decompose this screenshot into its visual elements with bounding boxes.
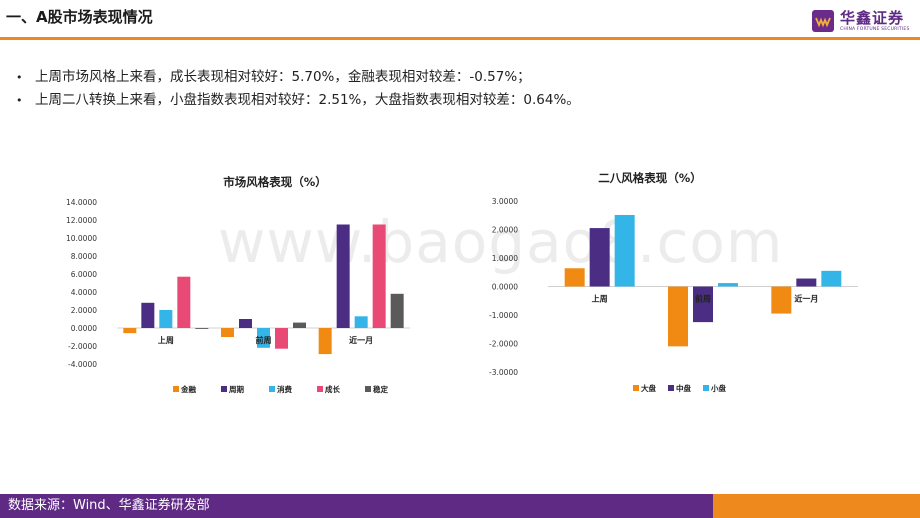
- bar-稳定: [293, 322, 306, 328]
- y-tick-label: -1.0000: [489, 311, 518, 320]
- legend-swatch: [173, 386, 179, 392]
- y-tick-label: -4.0000: [68, 360, 97, 369]
- summary-bullets: • 上周市场风格上来看，成长表现相对较好：5.70%，金融表现相对较差：-0.57…: [16, 66, 580, 112]
- bar-消费: [354, 316, 368, 328]
- legend-label: 大盘: [641, 383, 656, 393]
- bar-中盘: [589, 228, 610, 287]
- legend-label: 小盘: [711, 383, 726, 393]
- bar-成长: [372, 224, 386, 328]
- legend-label: 消费: [277, 384, 292, 394]
- legend-swatch: [703, 385, 709, 391]
- logo-icon: [812, 10, 834, 32]
- chart-title: 二八风格表现（%）: [598, 171, 702, 185]
- bar-成长: [177, 276, 191, 328]
- y-tick-label: 1.0000: [492, 254, 518, 263]
- y-tick-label: 10.0000: [66, 234, 97, 243]
- data-source: 数据来源：Wind、华鑫证券研发部: [0, 494, 713, 518]
- bar-中盘: [693, 286, 713, 323]
- bullet-text: 上周市场风格上来看，成长表现相对较好：5.70%，金融表现相对较差：-0.57%…: [35, 69, 531, 85]
- header-divider: [0, 37, 920, 40]
- bar-大盘: [668, 286, 688, 347]
- bar-周期: [336, 224, 350, 328]
- y-tick-label: -2.0000: [489, 340, 518, 349]
- bar-成长: [275, 328, 288, 349]
- page-title: 一、A股市场表现情况: [6, 8, 153, 26]
- bar-大盘: [771, 286, 792, 314]
- bar-小盘: [821, 270, 842, 287]
- legend-swatch: [221, 386, 227, 392]
- legend-label: 成长: [325, 384, 340, 394]
- y-tick-label: 0.0000: [71, 324, 97, 333]
- bar-中盘: [796, 278, 817, 287]
- legend-swatch: [317, 386, 323, 392]
- legend-label: 金融: [180, 384, 196, 394]
- bar-稳定: [390, 293, 404, 328]
- bullet-dot: •: [16, 94, 23, 107]
- category-label: 上周: [158, 335, 174, 345]
- bar-小盘: [718, 283, 738, 287]
- bar-周期: [141, 302, 155, 328]
- y-tick-label: -2.0000: [68, 342, 97, 351]
- bar-金融: [123, 328, 137, 334]
- legend-swatch: [269, 386, 275, 392]
- bar-消费: [257, 328, 270, 348]
- bar-金融: [221, 328, 234, 337]
- footer-accent: [713, 494, 920, 518]
- legend-swatch: [668, 385, 674, 391]
- legend-label: 稳定: [373, 384, 388, 394]
- bar-大盘: [564, 268, 585, 287]
- legend-swatch: [633, 385, 639, 391]
- bar-小盘: [614, 214, 635, 287]
- category-label: 前周: [256, 335, 272, 345]
- bullet-item: • 上周市场风格上来看，成长表现相对较好：5.70%，金融表现相对较差：-0.57…: [16, 66, 580, 89]
- size-style-chart: 二八风格表现（%） 3.0000 2.0000 1.0000 0.0000 -1.0000…: [489, 171, 858, 393]
- y-tick-label: 6.0000: [71, 270, 97, 279]
- y-tick-label: 0.0000: [492, 283, 518, 292]
- logo-name-cn: 华鑫证券: [840, 9, 905, 27]
- market-style-chart: 市场风格表现（%） 14.0000 12.0000 10.0000 8.0000 6.00…: [66, 175, 410, 394]
- legend-label: 周期: [229, 384, 244, 394]
- brand-logo: 华鑫证券 CHINA FORTUNE SECURITIES: [812, 10, 910, 33]
- y-tick-label: 3.0000: [492, 197, 518, 206]
- footer-bar: 数据来源：Wind、华鑫证券研发部: [0, 494, 920, 518]
- bar-周期: [239, 319, 252, 328]
- legend-swatch: [365, 386, 371, 392]
- bar-消费: [159, 310, 173, 328]
- y-tick-label: 2.0000: [71, 306, 97, 315]
- y-tick-label: -3.0000: [489, 368, 518, 377]
- bullet-text: 上周二八转换上来看，小盘指数表现相对较好：2.51%，大盘指数表现相对较差：0.…: [35, 92, 580, 108]
- category-label: 近一月: [794, 294, 818, 304]
- chart-title: 市场风格表现（%）: [223, 175, 327, 189]
- legend-label: 中盘: [676, 383, 691, 393]
- bullet-dot: •: [16, 71, 23, 84]
- category-label: 前周: [695, 294, 711, 304]
- bar-稳定: [195, 328, 209, 329]
- y-tick-label: 4.0000: [71, 288, 97, 297]
- y-tick-label: 12.0000: [66, 216, 97, 225]
- y-tick-label: 14.0000: [66, 198, 97, 207]
- bar-金融: [318, 328, 332, 355]
- y-tick-label: 2.0000: [492, 226, 518, 235]
- watermark: www.baogao8.com: [218, 208, 784, 276]
- logo-name-en: CHINA FORTUNE SECURITIES: [840, 27, 910, 32]
- bullet-item: • 上周二八转换上来看，小盘指数表现相对较好：2.51%，大盘指数表现相对较差：0…: [16, 89, 580, 112]
- y-tick-label: 8.0000: [71, 252, 97, 261]
- category-label: 上周: [592, 294, 608, 304]
- category-label: 近一月: [349, 335, 373, 345]
